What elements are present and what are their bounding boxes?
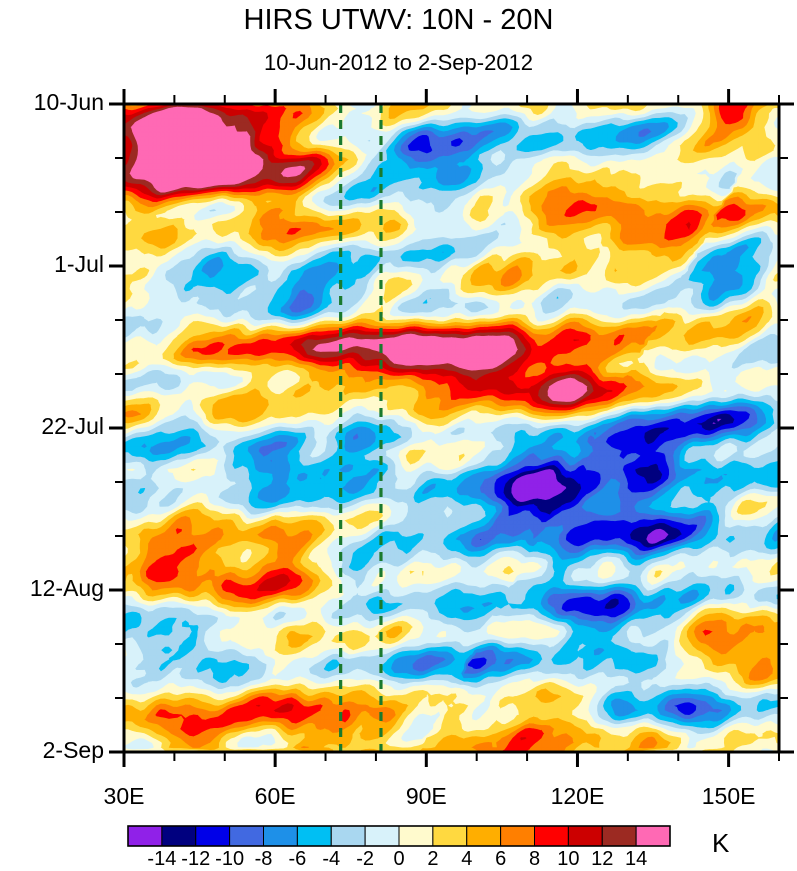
colorbar-tick-label: -14: [147, 848, 177, 870]
colorbar-tick-label: 6: [495, 848, 507, 870]
colorbar-tick-label: 12: [591, 848, 614, 870]
x-axis-tick-label: 60E: [254, 783, 296, 809]
colorbar-tick-label: -12: [181, 848, 211, 870]
colorbar-tick-label: -2: [356, 848, 375, 870]
colorbar-tick-label: -4: [322, 848, 341, 870]
figure-subtitle: 10-Jun-2012 to 2-Sep-2012: [263, 50, 534, 75]
x-axis-tick-label: 30E: [103, 783, 145, 809]
y-axis-tick-label: 10-Jun: [33, 89, 104, 115]
colorbar-tick-label: 2: [427, 848, 439, 870]
colorbar-tick-label: 8: [528, 848, 541, 870]
page-title: HIRS UTWV: 10N - 20N: [243, 4, 554, 36]
colorbar-tick-label: 10: [557, 848, 580, 870]
y-axis-tick-label: 12-Aug: [29, 575, 104, 601]
colorbar-unit-label: K: [712, 828, 730, 858]
colorbar-layer: [127, 825, 671, 847]
contour-fill-layer: [124, 104, 779, 752]
y-axis-tick-label: 1-Jul: [54, 251, 104, 277]
x-axis-tick-label: 150E: [701, 783, 756, 809]
colorbar-tick-label: 4: [461, 848, 473, 870]
axis-layer: [109, 89, 794, 767]
colorbar-tick-label: -6: [288, 848, 307, 870]
x-axis-tick-label: 120E: [550, 783, 605, 809]
colorbar-tick-label: 14: [625, 848, 648, 870]
x-axis-tick-label: 90E: [405, 783, 447, 809]
y-axis-tick-label: 2-Sep: [42, 737, 104, 763]
y-axis-tick-label: 22-Jul: [41, 413, 104, 439]
overlay-lines-layer: [339, 104, 383, 752]
colorbar-tick-label: -10: [215, 848, 245, 870]
colorbar-tick-label: -8: [254, 848, 273, 870]
colorbar-tick-label: 0: [393, 848, 405, 870]
